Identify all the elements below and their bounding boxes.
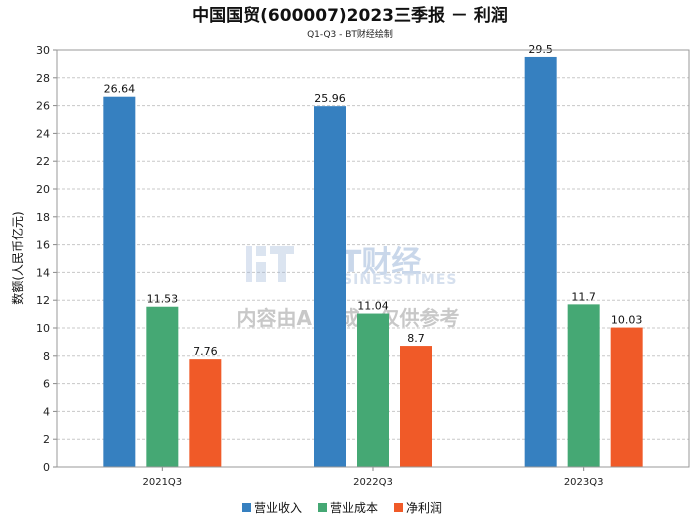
legend-swatch: [394, 503, 403, 512]
bt-logo-icon: [246, 246, 294, 282]
y-tick-label: 26: [36, 100, 50, 113]
bar: [400, 346, 432, 467]
data-label: 25.96: [314, 92, 346, 105]
watermark: BT财经 BUSINESSTIMES 内容由AI生成，仅供参考: [237, 245, 460, 330]
y-tick-label: 10: [36, 322, 50, 335]
y-tick-label: 4: [43, 405, 50, 418]
y-tick-label: 2: [43, 433, 50, 446]
y-tick-label: 20: [36, 183, 50, 196]
y-tick-label: 22: [36, 155, 50, 168]
y-axis-label: 数额(人民币亿元): [10, 211, 25, 304]
y-tick-label: 14: [36, 266, 50, 279]
watermark-note: 内容由AI生成，仅供参考: [237, 306, 460, 330]
bars: 26.64 11.53 7.76 25.96 11.04 8.7 29.5 11.7 10.03: [103, 43, 643, 467]
y-tick-label: 12: [36, 294, 50, 307]
bar: [567, 304, 600, 467]
legend-swatch: [318, 503, 327, 512]
x-category-label: 2023Q3: [564, 477, 604, 488]
plot-frame: [56, 49, 690, 468]
y-tick-label: 16: [36, 239, 50, 252]
legend-swatch: [242, 503, 251, 512]
legend-label: 净利润: [406, 501, 442, 515]
bar: [357, 313, 389, 467]
data-label: 8.7: [407, 332, 425, 345]
data-label: 29.5: [528, 43, 553, 56]
legend: 营业收入 营业成本 净利润: [242, 501, 442, 515]
data-label: 26.64: [104, 83, 136, 96]
x-axis-categories: 2021Q3 2022Q3 2023Q3: [142, 467, 604, 488]
data-label: 7.76: [193, 345, 218, 358]
bar: [146, 306, 179, 467]
bar: [610, 327, 643, 467]
y-tick-label: 18: [36, 211, 50, 224]
y-tick-label: 28: [36, 72, 50, 85]
y-tick-label: 30: [36, 44, 50, 57]
y-tick-label: 8: [43, 350, 50, 363]
y-tick-label: 6: [43, 378, 50, 391]
legend-label: 营业收入: [254, 501, 302, 515]
data-label: 11.53: [147, 293, 179, 306]
legend-label: 营业成本: [330, 501, 378, 515]
bar: [314, 106, 346, 467]
data-label: 11.04: [357, 300, 389, 313]
bar: [189, 359, 222, 467]
bar: [524, 56, 557, 467]
data-label: 11.7: [571, 290, 596, 303]
x-category-label: 2022Q3: [353, 477, 393, 488]
bar: [103, 96, 136, 467]
chart-title: 中国国贸(600007)2023三季报 － 利润: [192, 5, 508, 26]
data-label: 10.03: [611, 314, 643, 327]
chart-subtitle: Q1-Q3 - BT财经绘制: [307, 28, 393, 40]
watermark-brand-en: BUSINESSTIMES: [318, 272, 458, 288]
y-tick-label: 24: [36, 127, 50, 140]
x-category-label: 2021Q3: [142, 477, 182, 488]
y-tick-label: 0: [43, 461, 50, 474]
